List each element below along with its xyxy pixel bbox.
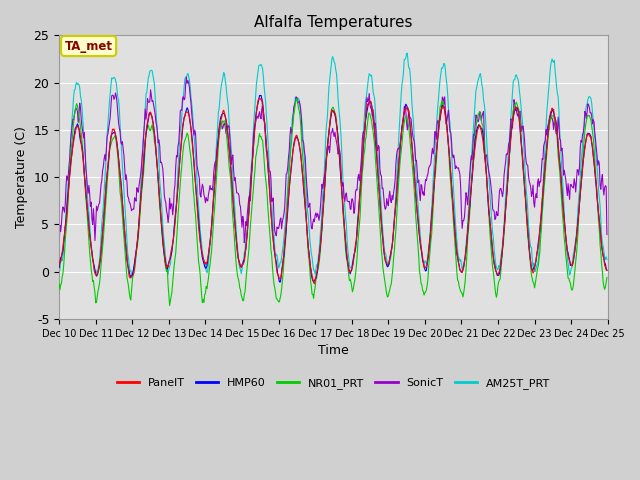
X-axis label: Time: Time — [318, 344, 349, 357]
Title: Alfalfa Temperatures: Alfalfa Temperatures — [254, 15, 413, 30]
Y-axis label: Temperature (C): Temperature (C) — [15, 126, 28, 228]
Text: TA_met: TA_met — [65, 39, 113, 52]
Legend: PanelT, HMP60, NR01_PRT, SonicT, AM25T_PRT: PanelT, HMP60, NR01_PRT, SonicT, AM25T_P… — [113, 373, 554, 393]
